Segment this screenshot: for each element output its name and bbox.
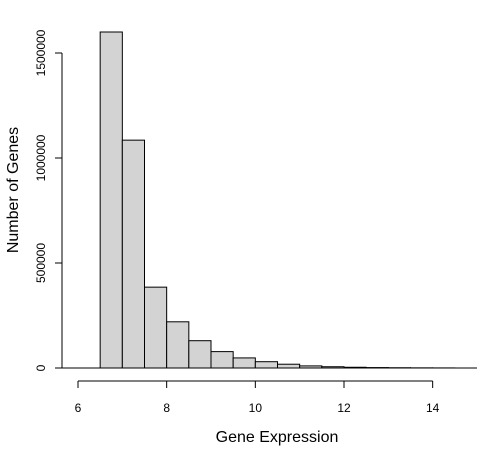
- histogram-bar: [166, 321, 190, 369]
- x-axis-title: Gene Expression: [216, 429, 339, 446]
- y-tick-label: 0: [34, 364, 48, 371]
- y-axis: 0 500000 1000000 1500000: [34, 29, 63, 371]
- x-axis: 6 8 10 12 14: [75, 380, 440, 415]
- x-tick-label: 10: [249, 401, 263, 415]
- y-axis-title: Number of Genes: [5, 127, 22, 253]
- histogram-bar: [144, 286, 168, 369]
- histogram-bar: [210, 351, 234, 369]
- histogram-bar: [188, 340, 212, 369]
- x-tick-label: 12: [337, 401, 351, 415]
- y-tick-label: 500000: [34, 243, 48, 283]
- x-tick-label: 14: [426, 401, 440, 415]
- histogram-bar: [121, 139, 146, 369]
- x-tick-label: 6: [75, 401, 82, 415]
- x-tick-label: 8: [163, 401, 170, 415]
- histogram-bar: [254, 361, 278, 369]
- histogram-bars: [99, 31, 456, 369]
- histogram-bar: [277, 363, 301, 369]
- histogram-bar: [232, 357, 256, 369]
- y-tick-label: 1500000: [34, 29, 48, 76]
- histogram-bar: [99, 31, 123, 369]
- y-tick-label: 1000000: [34, 134, 48, 181]
